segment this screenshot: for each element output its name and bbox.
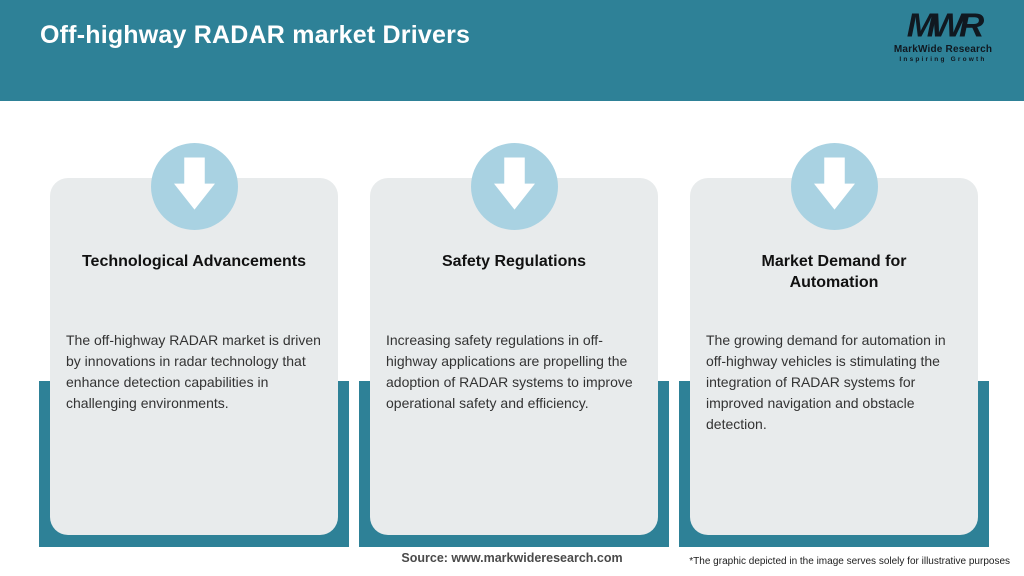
down-arrow-icon (814, 157, 855, 210)
card-description: The off-highway RADAR market is driven b… (66, 332, 321, 411)
logo-monogram: MWR (906, 6, 984, 45)
header-banner: Off-highway RADAR market Drivers MWR Mar… (0, 0, 1024, 101)
logo-company-name: MarkWide Research (893, 44, 993, 55)
card-panel (690, 178, 978, 535)
card-panel (50, 178, 338, 535)
card-title: Safety Regulations (441, 253, 587, 270)
driver-card-technological-advancements: Technological Advancements The off-highw… (39, 0, 349, 576)
down-arrow-badge (791, 143, 878, 230)
down-arrow-badge (471, 143, 558, 230)
driver-card-safety-regulations: Safety Regulations Increasing safety reg… (359, 0, 669, 576)
card-title: Technological Advancements (81, 253, 307, 270)
card-description: The growing demand for automation in off… (706, 332, 946, 432)
down-arrow-icon (174, 157, 215, 210)
down-arrow-icon (494, 157, 535, 210)
logo-tagline: Inspiring Growth (899, 56, 987, 63)
illustrative-disclaimer: *The graphic depicted in the image serve… (689, 556, 1010, 567)
card-description: Increasing safety regulations in off-hig… (386, 332, 633, 411)
source-attribution: Source: www.markwideresearch.com (401, 551, 623, 565)
down-arrow-badge (151, 143, 238, 230)
page-title: Off-highway RADAR market Drivers (40, 21, 471, 49)
card-title: Market Demand for Automation (761, 253, 907, 291)
driver-card-market-demand-for-automation: Market Demand for Automation The growing… (679, 0, 989, 576)
card-panel (370, 178, 658, 535)
markwide-research-logo: MWR MarkWide Research Inspiring Growth (888, 8, 998, 64)
